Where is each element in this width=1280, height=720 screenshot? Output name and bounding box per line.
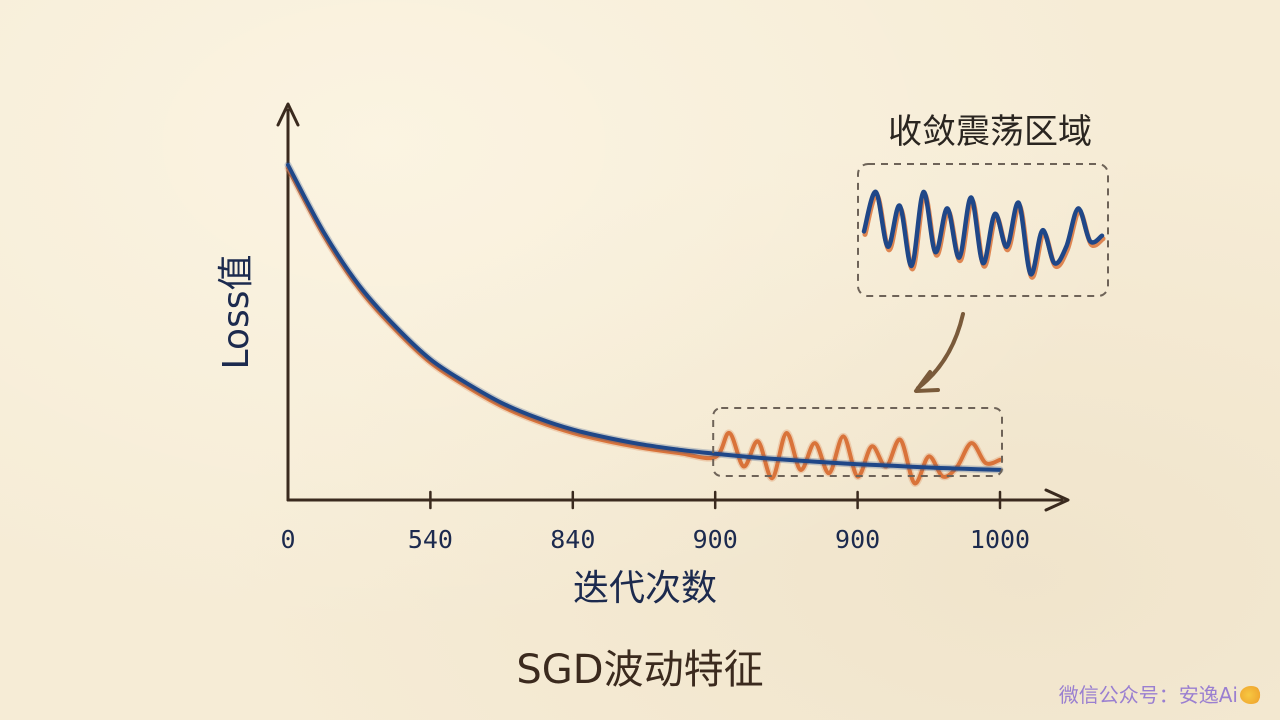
axes <box>276 102 1070 512</box>
callout-title: 收敛震荡区域 <box>888 112 1092 152</box>
x-tick-label: 540 <box>408 525 453 554</box>
duck-icon <box>1240 686 1262 704</box>
converged-region-box <box>712 407 1003 477</box>
x-tick-label: 840 <box>550 525 595 554</box>
x-axis-label: 迭代次数 <box>573 568 717 609</box>
series-sgd-line <box>286 166 1002 486</box>
watermark: 微信公众号：安逸Ai <box>1059 679 1262 708</box>
x-axis-arrow <box>1044 488 1070 512</box>
pointer-arrow-head <box>914 370 940 393</box>
zoom-inset <box>712 163 1109 477</box>
chart-title: SGD波动特征 <box>516 647 763 693</box>
x-tick-label: 900 <box>693 525 738 554</box>
series-smooth-shadow <box>284 161 1004 474</box>
series-layer <box>284 161 1004 487</box>
zoom-inset-box <box>857 163 1109 297</box>
y-axis-label: Loss值 <box>216 255 257 370</box>
zoom-series-blue <box>861 189 1105 277</box>
x-ticks: 0 540 840 900 900 1000 <box>280 490 1030 554</box>
x-tick-label: 1000 <box>970 525 1030 554</box>
watermark-text: 微信公众号：安逸Ai <box>1058 683 1238 707</box>
x-tick-label: 900 <box>835 525 880 554</box>
y-axis-arrow <box>276 102 300 127</box>
x-tick-label: 0 <box>280 525 295 554</box>
series-smooth-line <box>286 163 1002 472</box>
